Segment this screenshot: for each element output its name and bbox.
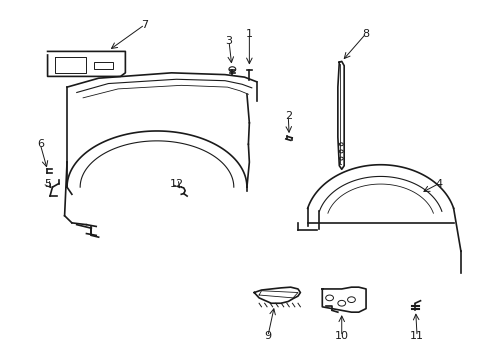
- Text: 9: 9: [264, 332, 271, 342]
- Text: 10: 10: [334, 332, 348, 342]
- Text: 5: 5: [44, 179, 51, 189]
- Text: 4: 4: [434, 179, 442, 189]
- Polygon shape: [322, 287, 366, 312]
- Text: 11: 11: [409, 332, 423, 342]
- Text: 8: 8: [362, 28, 369, 39]
- Text: 1: 1: [245, 28, 252, 39]
- Text: 7: 7: [141, 19, 148, 30]
- Text: 12: 12: [169, 179, 183, 189]
- Text: 2: 2: [284, 111, 291, 121]
- Text: 6: 6: [37, 139, 44, 149]
- Bar: [94, 62, 113, 69]
- Text: 3: 3: [225, 36, 232, 46]
- Polygon shape: [254, 287, 300, 303]
